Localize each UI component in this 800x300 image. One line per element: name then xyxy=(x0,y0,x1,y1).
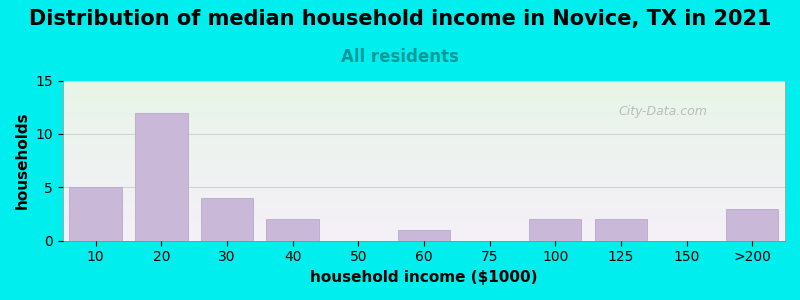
Bar xyxy=(201,198,254,241)
Bar xyxy=(398,230,450,241)
Bar xyxy=(266,219,319,241)
Bar xyxy=(726,209,778,241)
Bar xyxy=(529,219,582,241)
Bar xyxy=(70,187,122,241)
Bar xyxy=(594,219,647,241)
Y-axis label: households: households xyxy=(15,112,30,209)
Text: City-Data.com: City-Data.com xyxy=(619,104,708,118)
Text: All residents: All residents xyxy=(341,48,459,66)
Text: Distribution of median household income in Novice, TX in 2021: Distribution of median household income … xyxy=(29,9,771,29)
X-axis label: household income ($1000): household income ($1000) xyxy=(310,270,538,285)
Bar xyxy=(135,112,188,241)
